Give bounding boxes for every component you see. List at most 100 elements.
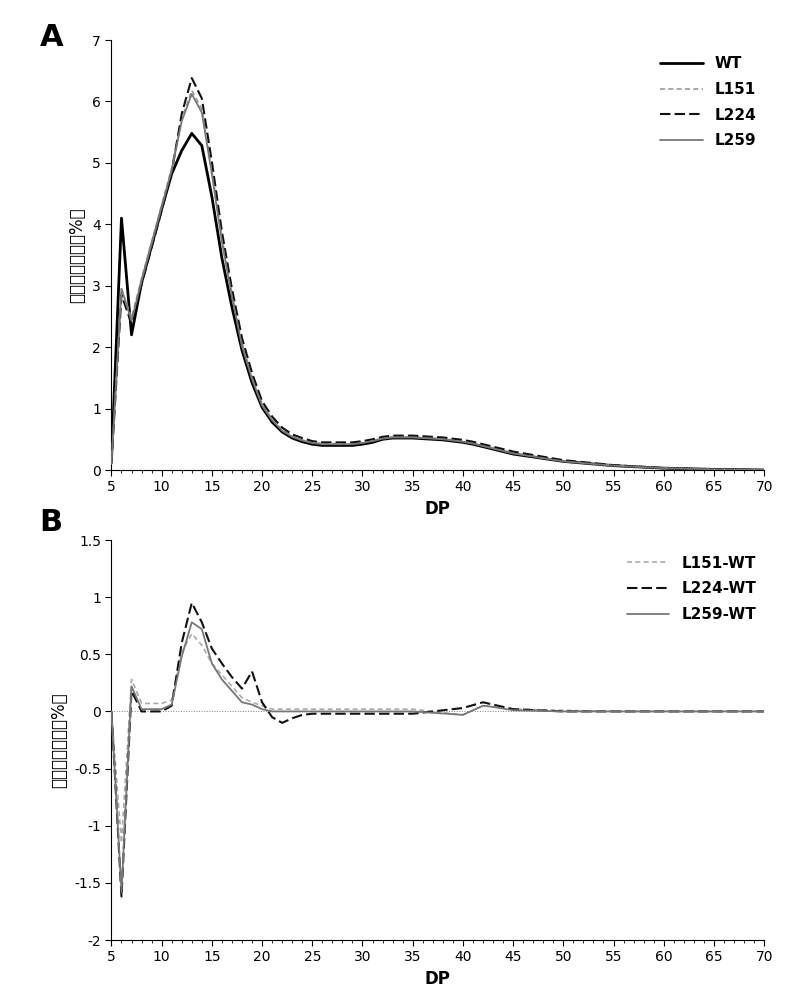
L224 xyxy=(187,72,197,84)
L224 xyxy=(318,436,327,448)
L259-WT xyxy=(348,705,357,717)
L224 xyxy=(157,205,166,217)
WT xyxy=(609,460,618,472)
L259-WT xyxy=(137,703,146,715)
L259 xyxy=(659,462,669,474)
L259-WT xyxy=(287,705,297,717)
L151 xyxy=(107,458,116,470)
L224 xyxy=(338,436,347,448)
L259 xyxy=(127,315,136,327)
L151 xyxy=(277,423,287,435)
WT xyxy=(298,436,307,448)
WT xyxy=(197,140,207,152)
L224 xyxy=(117,289,127,301)
Line: L224-WT: L224-WT xyxy=(111,603,764,897)
L151-WT xyxy=(267,703,277,715)
L259-WT xyxy=(127,680,136,692)
L259-WT xyxy=(257,703,267,715)
WT xyxy=(167,168,177,180)
L224 xyxy=(107,458,116,470)
L224 xyxy=(217,226,227,238)
L259-WT xyxy=(609,705,618,717)
L224-WT xyxy=(107,705,116,717)
L259 xyxy=(107,458,116,470)
L259 xyxy=(709,463,719,475)
L151 xyxy=(348,438,357,450)
L259-WT xyxy=(307,705,317,717)
L151-WT xyxy=(408,703,417,715)
L224-WT xyxy=(237,683,247,695)
L151 xyxy=(428,432,438,444)
L259 xyxy=(438,433,447,445)
L224-WT xyxy=(157,705,166,717)
L259 xyxy=(277,425,287,437)
WT xyxy=(357,438,367,450)
L224 xyxy=(559,454,568,466)
L151 xyxy=(438,433,447,445)
WT xyxy=(338,439,347,451)
L224 xyxy=(388,430,397,442)
L224 xyxy=(267,411,277,423)
L224 xyxy=(328,436,338,448)
L224-WT xyxy=(559,705,568,717)
L151 xyxy=(488,442,498,454)
L151-WT xyxy=(127,673,136,685)
L224 xyxy=(146,242,156,254)
WT xyxy=(378,433,388,445)
L259 xyxy=(298,435,307,447)
L151-WT xyxy=(187,628,197,640)
L259 xyxy=(458,436,468,448)
L259-WT xyxy=(107,705,116,717)
L224 xyxy=(408,430,417,442)
L224 xyxy=(488,441,498,453)
Legend: WT, L151, L224, L259: WT, L151, L224, L259 xyxy=(660,56,756,148)
L259 xyxy=(177,115,186,127)
Text: A: A xyxy=(40,23,63,52)
L259 xyxy=(448,435,458,447)
L224 xyxy=(418,430,427,442)
L151-WT xyxy=(137,697,146,709)
L224-WT xyxy=(187,597,197,609)
L259 xyxy=(338,438,347,450)
L151 xyxy=(207,164,217,176)
L224-WT xyxy=(307,708,317,720)
L224-WT xyxy=(177,637,186,649)
L224 xyxy=(438,431,447,443)
L259 xyxy=(227,291,236,303)
L151-WT xyxy=(227,680,236,692)
L224 xyxy=(509,446,518,458)
L224 xyxy=(307,435,317,447)
L224-WT xyxy=(338,708,347,720)
L151-WT xyxy=(328,703,338,715)
L224-WT xyxy=(709,705,719,717)
L151 xyxy=(378,432,388,444)
L151 xyxy=(167,162,177,174)
L259 xyxy=(197,106,207,118)
L224-WT xyxy=(167,700,177,712)
L151 xyxy=(509,447,518,459)
L259 xyxy=(418,432,427,444)
L151 xyxy=(468,437,478,449)
L259-WT xyxy=(659,705,669,717)
L224-WT xyxy=(287,712,297,724)
L224-WT xyxy=(207,643,217,655)
L259-WT xyxy=(197,623,207,635)
L151 xyxy=(418,431,427,443)
Line: L224: L224 xyxy=(111,78,764,470)
L259-WT xyxy=(338,705,347,717)
L259 xyxy=(388,431,397,443)
L259-WT xyxy=(559,705,568,717)
L259 xyxy=(117,283,127,295)
WT xyxy=(227,301,236,313)
L259 xyxy=(217,235,227,247)
L224 xyxy=(378,431,388,443)
L224 xyxy=(127,318,136,330)
L151 xyxy=(237,336,247,348)
L151 xyxy=(197,103,207,115)
L224-WT xyxy=(197,616,207,628)
L259 xyxy=(318,438,327,450)
L224-WT xyxy=(146,705,156,717)
L224 xyxy=(609,459,618,471)
L151-WT xyxy=(759,705,769,717)
L224 xyxy=(428,431,438,443)
